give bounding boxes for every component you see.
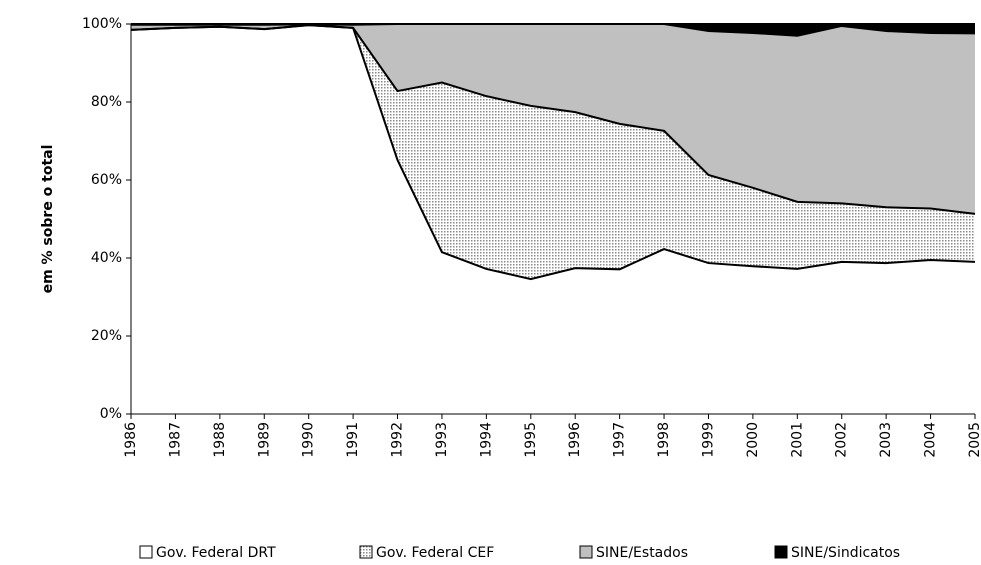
x-tick-label: 1991	[345, 422, 361, 458]
x-tick-label: 2004	[923, 422, 939, 458]
x-tick-label: 1987	[167, 422, 183, 458]
x-tick-label: 1996	[567, 422, 583, 458]
x-tick-label: 2003	[878, 422, 894, 458]
legend-swatch	[774, 545, 788, 559]
x-tick-label: 2001	[789, 422, 805, 458]
y-tick-label: 60%	[91, 172, 122, 188]
x-tick-label: 2002	[834, 422, 850, 458]
x-tick-label: 1986	[123, 422, 139, 458]
legend-label: SINE/Sindicatos	[791, 545, 900, 561]
x-tick-label: 1993	[434, 422, 450, 458]
x-tick-label: 1988	[212, 422, 228, 458]
x-tick-label: 1995	[523, 422, 539, 458]
area	[131, 24, 975, 214]
legend-label: SINE/Estados	[596, 545, 688, 561]
y-tick-label: 20%	[91, 328, 122, 344]
area	[131, 25, 975, 414]
x-tick-label: 1989	[256, 422, 272, 458]
x-tick-label: 1997	[612, 422, 628, 458]
y-tick-label: 0%	[100, 406, 122, 422]
legend-swatch	[139, 545, 153, 559]
legend-swatch	[579, 545, 593, 559]
y-axis-label: em % sobre o total	[40, 145, 56, 294]
legend-swatch	[359, 545, 373, 559]
area-edge	[130, 24, 976, 215]
y-tick-label: 40%	[91, 250, 122, 266]
x-tick-label: 1998	[656, 422, 672, 458]
y-tick-label: 80%	[91, 94, 122, 110]
x-tick-label: 1992	[390, 422, 406, 458]
x-tick-label: 1994	[478, 422, 494, 458]
x-tick-label: 1990	[301, 422, 317, 458]
area	[131, 25, 975, 280]
legend-label: Gov. Federal CEF	[376, 545, 494, 561]
x-tick-label: 2005	[967, 422, 981, 458]
legend-label: Gov. Federal DRT	[156, 545, 276, 561]
x-tick-label: 2000	[745, 422, 761, 458]
y-tick-label: 100%	[82, 16, 122, 32]
x-tick-label: 1999	[700, 422, 716, 458]
